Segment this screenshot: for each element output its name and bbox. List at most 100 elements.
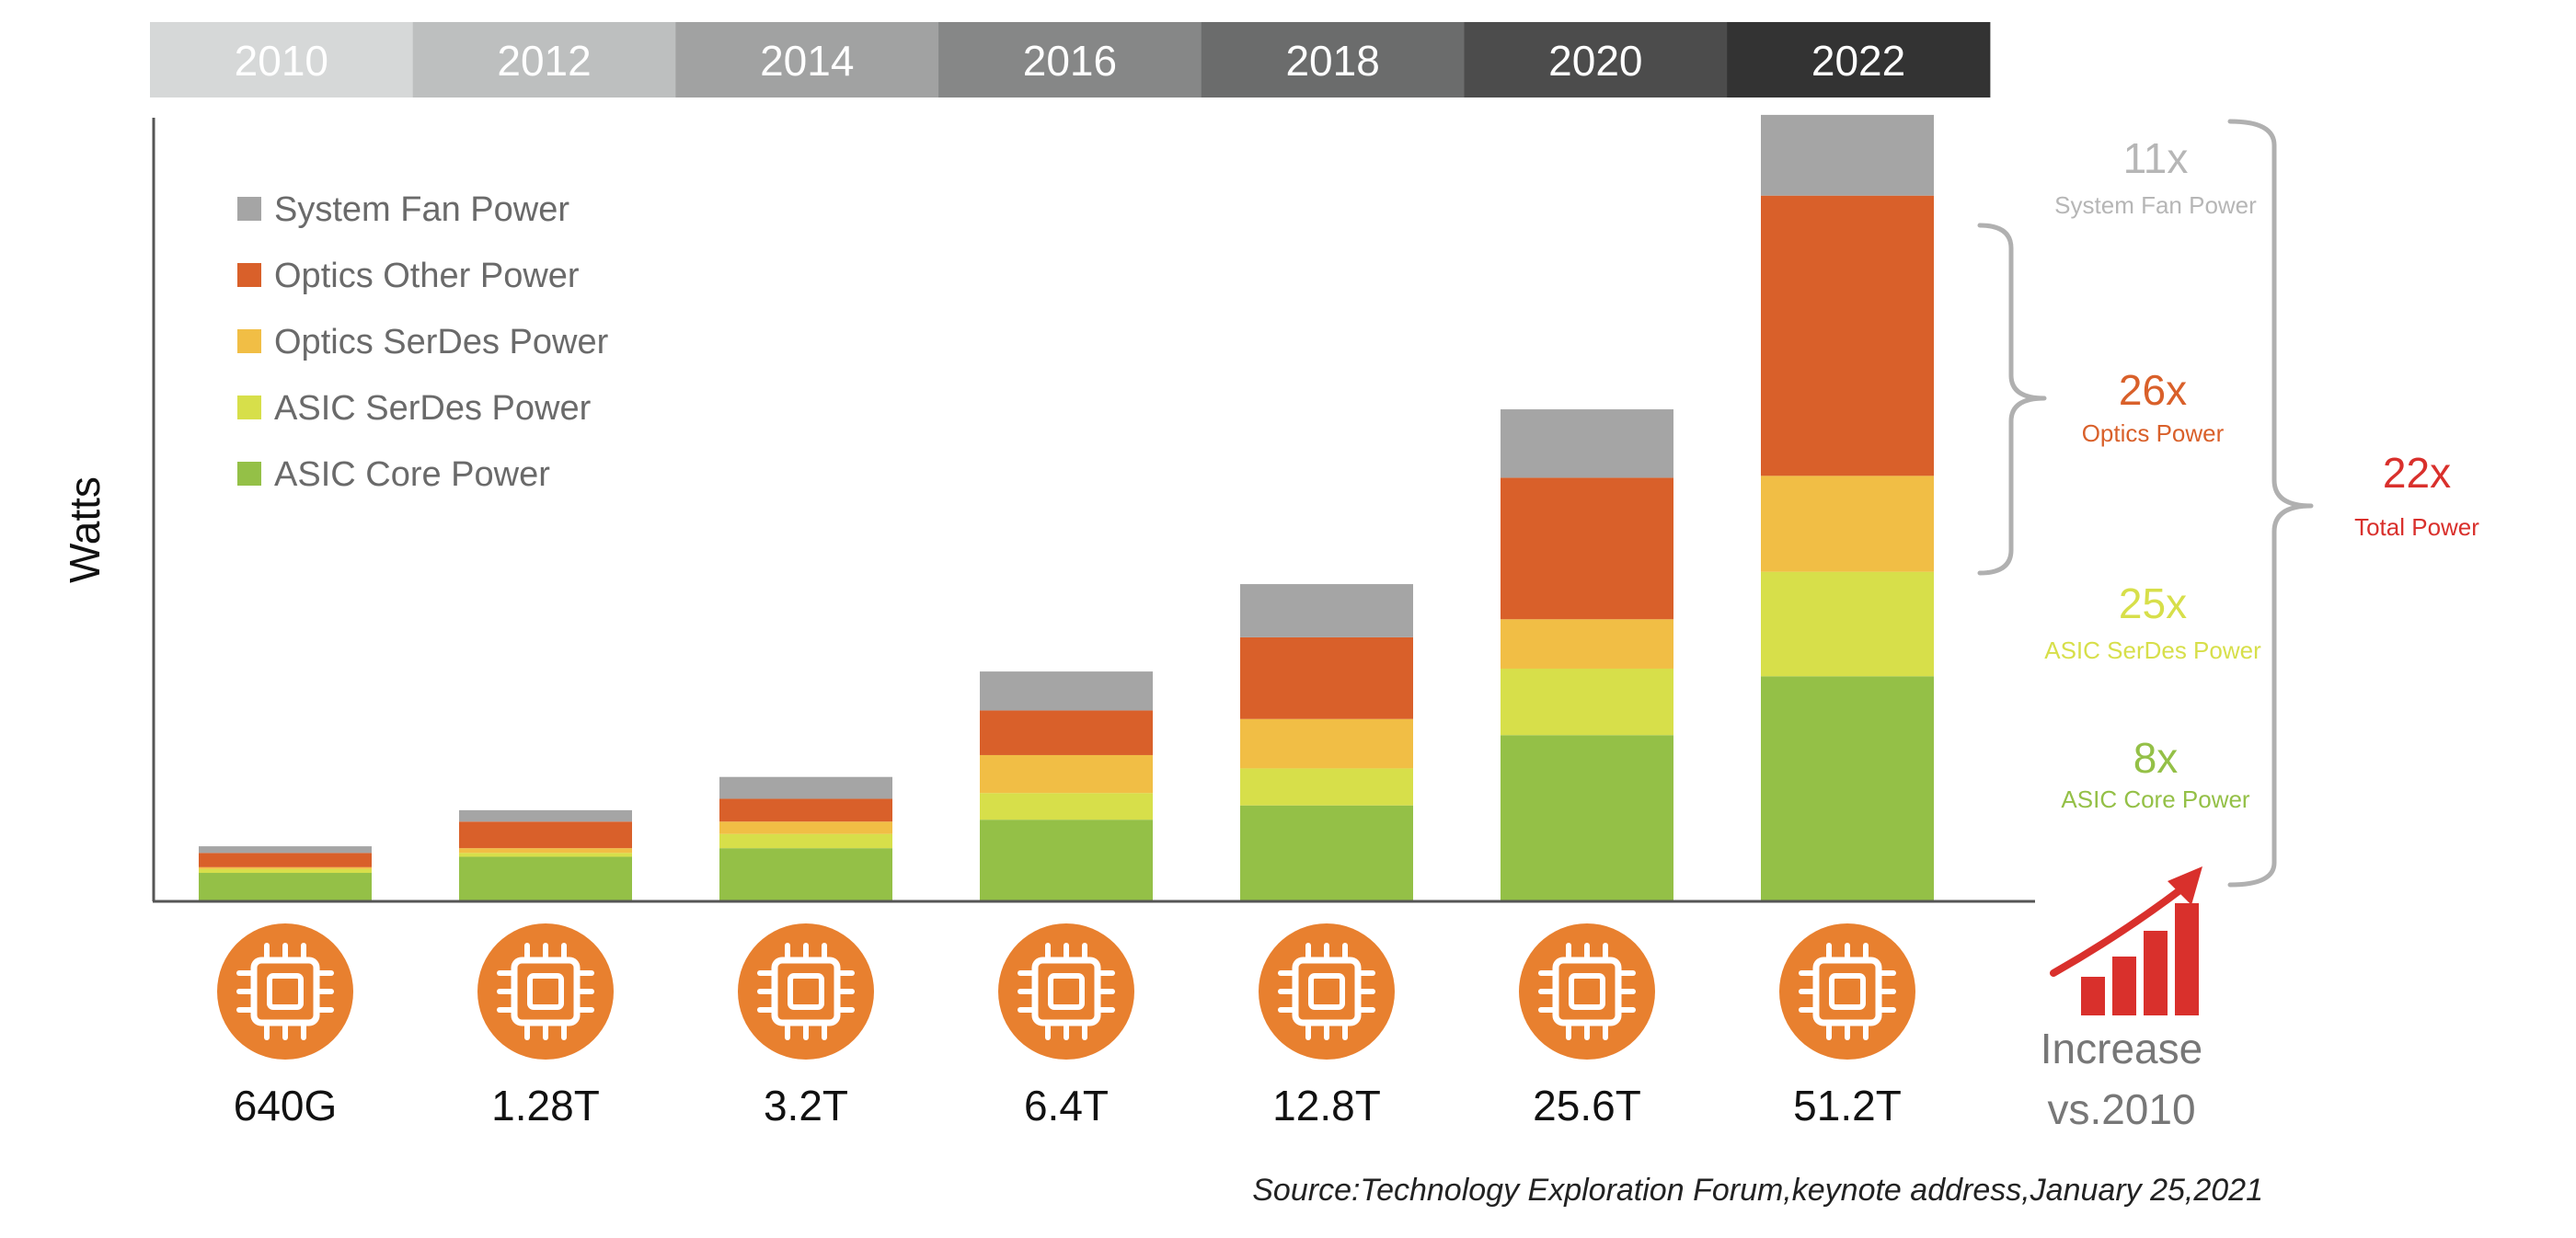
- bar-2018-system-fan-power: [1240, 584, 1413, 637]
- bar-2018-asic-core-power: [1240, 805, 1413, 901]
- increase-bar-1: [2081, 977, 2105, 1015]
- increase-arrow-icon: [2050, 866, 2202, 1015]
- bar-2016-asic-serdes-power: [980, 793, 1153, 820]
- legend-swatch-4: [237, 462, 261, 486]
- bar-2018-optics-serdes-power: [1240, 718, 1413, 769]
- year-band-cell-2016: [938, 22, 1202, 97]
- bracket-total: [2227, 119, 2314, 888]
- year-band-cell-2010: [150, 22, 414, 97]
- increase-bar-3: [2144, 931, 2168, 1015]
- legend-label-1: Optics Other Power: [274, 257, 580, 295]
- bars: [199, 114, 1934, 901]
- legend-label-0: System Fan Power: [274, 190, 569, 229]
- legend-swatch-0: [237, 197, 261, 221]
- legend-label-3: ASIC SerDes Power: [274, 389, 592, 428]
- annotation-value-optics-power: 26x: [2119, 366, 2187, 414]
- bar-2022-optics-other-power: [1761, 195, 1934, 476]
- bar-2012-system-fan-power: [459, 809, 632, 822]
- bracket-optics: [1977, 223, 2047, 576]
- chip-icon: [1259, 923, 1395, 1060]
- bar-2010-optics-serdes-power: [199, 866, 372, 869]
- legend-label-4: ASIC Core Power: [274, 455, 550, 494]
- bar-2010-asic-core-power: [199, 873, 372, 901]
- annotation-label-optics-power: Optics Power: [2082, 419, 2225, 447]
- annotations: 11x System Fan Power 26x Optics Power 22x Tot…: [2044, 134, 2479, 813]
- legend-swatch-3: [237, 395, 261, 419]
- bar-2014-asic-serdes-power: [719, 833, 892, 849]
- bar-2022-system-fan-power: [1761, 114, 1934, 196]
- bar-2020-optics-other-power: [1501, 477, 1673, 620]
- annotation-label-asic-core-power: ASIC Core Power: [2061, 785, 2250, 813]
- annotation-brackets: [1977, 119, 2314, 888]
- year-label-2012: 2012: [497, 37, 591, 85]
- annotation-label-system-fan-power: System Fan Power: [2054, 191, 2257, 219]
- bar-2014-asic-core-power: [719, 848, 892, 901]
- year-band-cell-2020: [1464, 22, 1728, 97]
- increase-bar-4: [2175, 903, 2199, 1015]
- capacity-label-2020: 25.6T: [1533, 1082, 1641, 1129]
- increase-arrow-stroke: [2050, 885, 2186, 977]
- bar-2010-optics-other-power: [199, 853, 372, 867]
- year-label-2010: 2010: [235, 37, 328, 85]
- capacity-label-2012: 1.28T: [491, 1082, 600, 1129]
- bar-2022-asic-serdes-power: [1761, 571, 1934, 677]
- bar-2012-optics-other-power: [459, 821, 632, 849]
- bar-2010-system-fan-power: [199, 846, 372, 854]
- year-label-2014: 2014: [760, 37, 854, 85]
- increase-label-line1: Increase: [2041, 1025, 2202, 1072]
- increase-label-line2: vs.2010: [2047, 1085, 2195, 1133]
- legend: System Fan Power Optics Other Power Optics…: [237, 190, 609, 494]
- capacity-labels: 640G 1.28T 3.2T 6.4T 12.8T 25.6T 51.2T: [234, 1082, 1902, 1129]
- bar-2014-optics-other-power: [719, 798, 892, 822]
- increase-bar-2: [2112, 957, 2136, 1015]
- bar-2022-asic-core-power: [1761, 676, 1934, 901]
- bar-2016-system-fan-power: [980, 671, 1153, 711]
- bar-2020-optics-serdes-power: [1501, 619, 1673, 669]
- year-band-cell-2022: [1727, 22, 1991, 97]
- annotation-value-total-power: 22x: [2383, 449, 2451, 497]
- year-label-2020: 2020: [1548, 37, 1642, 85]
- annotation-label-total-power: Total Power: [2354, 513, 2479, 541]
- y-axis-label: Watts: [61, 476, 109, 583]
- capacity-label-2014: 3.2T: [764, 1082, 848, 1129]
- annotation-value-asic-core-power: 8x: [2133, 734, 2179, 782]
- bar-2014-optics-serdes-power: [719, 821, 892, 834]
- year-band-cell-2012: [412, 22, 676, 97]
- bar-2020-system-fan-power: [1501, 409, 1673, 478]
- year-label-2022: 2022: [1811, 37, 1905, 85]
- legend-swatch-1: [237, 263, 261, 287]
- bar-2012-optics-serdes-power: [459, 848, 632, 854]
- increase-arrowhead: [2168, 866, 2202, 905]
- bar-2016-optics-other-power: [980, 710, 1153, 755]
- chip-icons: [217, 923, 1915, 1060]
- chip-icon: [998, 923, 1134, 1060]
- year-band-cell-2018: [1201, 22, 1465, 97]
- bar-2010-asic-serdes-power: [199, 868, 372, 874]
- year-band: 2010 2012 2014 2016 2018 2020 2022: [150, 22, 1991, 97]
- chip-icon: [217, 923, 353, 1060]
- year-label-2016: 2016: [1023, 37, 1117, 85]
- bar-2020-asic-serdes-power: [1501, 668, 1673, 736]
- bar-2018-asic-serdes-power: [1240, 768, 1413, 806]
- chip-icon: [1779, 923, 1915, 1060]
- bar-2016-optics-serdes-power: [980, 754, 1153, 794]
- capacity-label-2010: 640G: [234, 1082, 338, 1129]
- legend-label-2: Optics SerDes Power: [274, 323, 609, 361]
- legend-swatch-2: [237, 329, 261, 353]
- chip-icon: [738, 923, 874, 1060]
- year-label-2018: 2018: [1285, 37, 1379, 85]
- year-band-cell-2014: [675, 22, 939, 97]
- bar-2022-optics-serdes-power: [1761, 476, 1934, 572]
- annotation-value-asic-serdes-power: 25x: [2119, 579, 2187, 627]
- capacity-label-2018: 12.8T: [1272, 1082, 1381, 1129]
- chip-icon: [477, 923, 614, 1060]
- annotation-value-system-fan-power: 11x: [2123, 134, 2189, 182]
- capacity-label-2022: 51.2T: [1793, 1082, 1902, 1129]
- source-note: Source:Technology Exploration Forum,keyn…: [1252, 1173, 2263, 1208]
- bar-2016-asic-core-power: [980, 820, 1153, 901]
- bar-2012-asic-core-power: [459, 856, 632, 901]
- bar-2018-optics-other-power: [1240, 636, 1413, 719]
- capacity-label-2016: 6.4T: [1024, 1082, 1109, 1129]
- bar-2014-system-fan-power: [719, 776, 892, 799]
